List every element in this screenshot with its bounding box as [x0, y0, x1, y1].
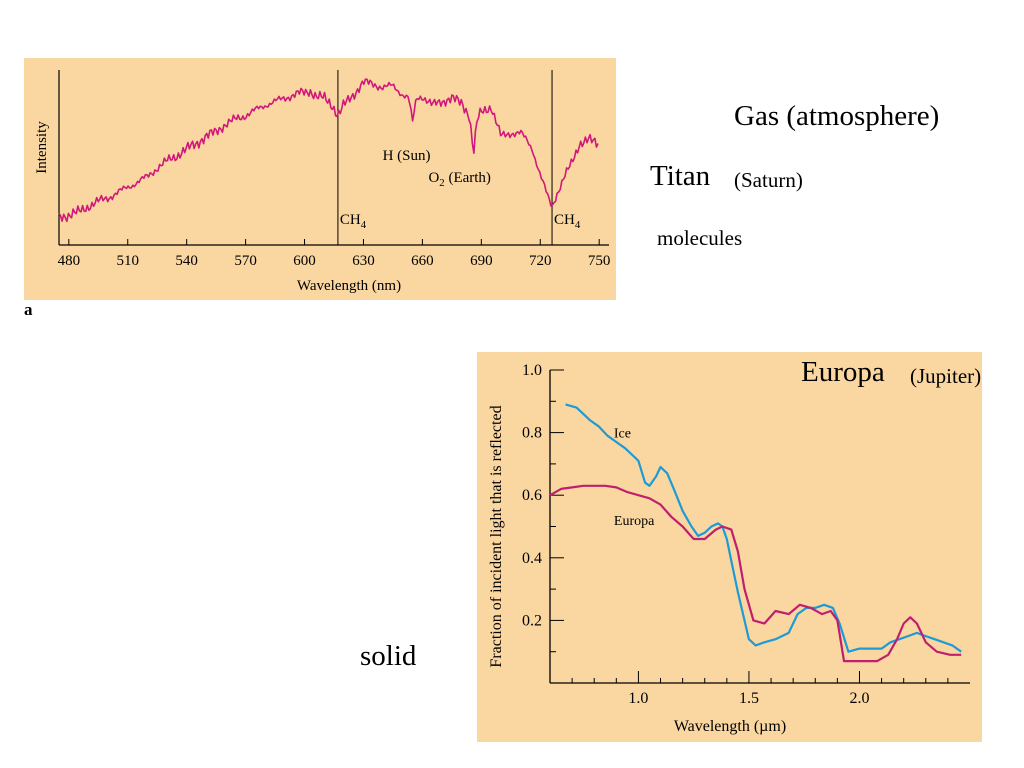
ice-reflectance-line	[565, 403, 962, 653]
titan-label: Titan	[650, 160, 711, 192]
gas-atmosphere-label: Gas (atmosphere)	[734, 100, 940, 132]
titan-spectrum-chart: 480 510 540 570 600 630 660 690 720 750 Wavelength…	[24, 58, 616, 300]
o2-earth-annotation: O2 (Earth)	[428, 170, 490, 189]
y-tick-label: 1.0	[522, 362, 542, 379]
titan-spectrum-svg: 480 510 540 570 600 630 660 690 720 750 Wavelength…	[34, 70, 611, 294]
titan-spectrum-line	[58, 78, 599, 223]
x-tick-label: 660	[411, 253, 434, 269]
europa-host-label: (Jupiter)	[910, 364, 982, 388]
europa-reflectance-chart: 0.2 0.4 0.6 0.8 1.0 1.0 1.5 2.0 Wavelength (µm) F…	[477, 352, 982, 742]
europa-reflectance-svg: 0.2 0.4 0.6 0.8 1.0 1.0 1.5 2.0 Wavelength (µm) F…	[488, 362, 970, 735]
x-tick-label: 630	[352, 253, 375, 269]
x-tick-label: 1.0	[628, 690, 648, 707]
x-tick-label: 2.0	[849, 690, 869, 707]
panel-label: a	[24, 300, 33, 319]
x-tick-label: 570	[234, 253, 257, 269]
y-tick-label: 0.4	[522, 550, 542, 567]
x-tick-label: 750	[588, 253, 611, 269]
x-tick-label: 720	[529, 253, 552, 269]
europa-series-label: Europa	[614, 514, 655, 529]
y-axis-label: Intensity	[34, 121, 50, 174]
x-axis-label: Wavelength (µm)	[674, 718, 786, 735]
x-tick-label: 690	[470, 253, 493, 269]
x-tick-label: 480	[58, 253, 81, 269]
x-axis-label: Wavelength (nm)	[297, 278, 401, 294]
y-axis-label: Fraction of incident light that is refle…	[488, 405, 505, 667]
europa-label: Europa	[801, 356, 885, 388]
x-tick-label: 510	[117, 253, 140, 269]
y-tick-label: 0.2	[522, 612, 542, 629]
molecules-label: molecules	[657, 226, 743, 250]
ice-series-label: Ice	[614, 427, 631, 442]
titan-host-label: (Saturn)	[734, 168, 803, 192]
x-tick-label: 540	[175, 253, 198, 269]
ch4-line-label: CH4	[340, 212, 367, 231]
y-tick-label: 0.8	[522, 425, 542, 442]
solid-label: solid	[360, 640, 417, 672]
europa-reflectance-line	[549, 484, 962, 663]
x-tick-label: 600	[293, 253, 316, 269]
h-sun-annotation: H (Sun)	[383, 148, 431, 164]
x-tick-label: 1.5	[739, 690, 759, 707]
ch4-line-label: CH4	[554, 212, 581, 231]
y-tick-label: 0.6	[522, 487, 542, 504]
